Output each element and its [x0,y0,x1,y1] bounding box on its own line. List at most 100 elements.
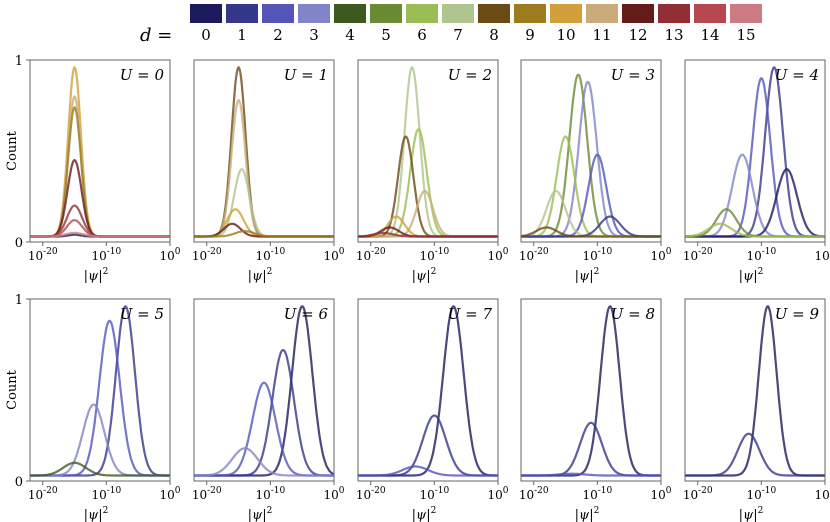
legend-item-d3: 3 [296,4,332,44]
series-line-d5 [520,73,662,238]
x-tick-label: 10-10 [91,247,121,263]
series-line-d2 [193,381,335,477]
x-tick-label: 10-20 [683,486,713,502]
legend-label: 6 [417,26,427,44]
panel-title: U = 3 [611,66,655,84]
legend-swatch [550,4,582,23]
x-tick-label: 10-20 [28,486,58,502]
x-axis-label: |ψ|2 [739,267,764,284]
panel-u-8: U = 8 10-20 10-10 100 |ψ|2 [519,298,672,522]
legend-item-d5: 5 [368,4,404,44]
legend-swatch [586,4,618,23]
x-axis-label: |ψ|2 [84,267,109,284]
series-line-d1 [29,305,171,477]
x-tick-label: 100 [323,247,344,263]
x-tick-label: 10-10 [255,486,285,502]
y-axis-label: Count [5,130,20,171]
axes-frame [520,59,662,243]
legend-swatch [478,4,510,23]
panel-u-1: U = 1 10-20 10-10 100 |ψ|2 [192,59,345,284]
series-line-d1 [684,66,826,238]
legend-title: d = [140,25,173,46]
series-line-d10 [193,208,335,238]
series-line-d7 [193,168,335,238]
panel-title: U = 2 [448,66,492,84]
y-axis-label: Count [5,369,20,410]
x-axis-label: |ψ|2 [248,506,273,522]
x-tick-label: 10-10 [91,486,121,502]
legend-item-d0: 0 [188,4,224,44]
panel-title: U = 6 [284,305,329,323]
legend-label: 11 [592,26,612,44]
x-axis-label: |ψ|2 [575,267,600,284]
series-line-d0 [684,305,826,477]
x-axis-label: |ψ|2 [412,506,437,522]
panel-title: U = 5 [120,305,164,323]
y-tick-label: 1 [15,293,23,308]
legend: d = 0 1 2 3 4 5 6 7 8 9 10 11 12 13 14 15 [0,0,830,48]
series-line-d10 [29,66,171,238]
legend-label: 10 [556,26,576,44]
legend-label: 7 [453,26,463,44]
x-tick-label: 10-20 [192,247,222,263]
series-line-d0 [357,305,499,477]
legend-label: 12 [628,26,648,44]
legend-label: 1 [237,26,247,44]
legend-swatch [262,4,294,23]
legend-label: 2 [273,26,283,44]
legend-label: 14 [700,26,720,44]
series-line-d11 [29,95,171,238]
x-tick-label: 100 [487,247,508,263]
legend-swatch [298,4,330,23]
x-axis-label: |ψ|2 [412,267,437,284]
x-tick-label: 10-10 [746,247,776,263]
series-line-d0 [520,305,662,477]
panel-title: U = 1 [284,66,328,84]
legend-swatch [190,4,222,23]
x-axis-label: |ψ|2 [248,267,273,284]
legend-item-d2: 2 [260,4,296,44]
series-line-d2 [520,472,662,477]
legend-label: 5 [381,26,391,44]
axes-frame [520,298,662,482]
panel-u-0: U = 0 10-20 10-10 100 |ψ|2 0 1 Count [5,54,181,284]
legend-item-d9: 9 [512,4,548,44]
legend-swatch [514,4,546,23]
x-tick-label: 10-20 [28,247,58,263]
legend-label: 15 [736,26,756,44]
axes-frame [193,59,335,243]
series-line-d3 [520,80,662,238]
x-tick-label: 100 [323,486,344,502]
legend-label: 13 [664,26,684,44]
x-axis-label: |ψ|2 [739,506,764,522]
y-tick-label: 0 [15,236,23,251]
legend-swatch [406,4,438,23]
x-tick-label: 10-20 [683,247,713,263]
x-tick-label: 100 [814,486,830,502]
series-line-d7 [357,66,499,238]
panel-title: U = 0 [120,66,165,84]
x-tick-label: 10-10 [746,486,776,502]
series-line-d3 [193,447,335,477]
series-line-d2 [29,319,171,477]
legend-label: 8 [489,26,499,44]
legend-item-d11: 11 [584,4,620,44]
legend-item-d10: 10 [548,4,584,44]
legend-item-d6: 6 [404,4,440,44]
x-tick-label: 100 [814,247,830,263]
series-line-d14 [29,219,171,238]
series-line-d1 [684,432,826,477]
legend-item-d15: 15 [728,4,764,44]
x-tick-label: 10-10 [582,486,612,502]
legend-swatch [694,4,726,23]
panel-u-5: U = 5 10-20 10-10 100 |ψ|2 0 1 Count [5,293,181,522]
series-line-d8 [193,66,335,238]
legend-swatch [622,4,654,23]
legend-item-d4: 4 [332,4,368,44]
axes-frame [357,298,499,482]
x-tick-label: 10-20 [519,486,549,502]
series-line-d2 [684,77,826,238]
legend-swatch [730,4,762,23]
series-line-d7 [520,189,662,238]
